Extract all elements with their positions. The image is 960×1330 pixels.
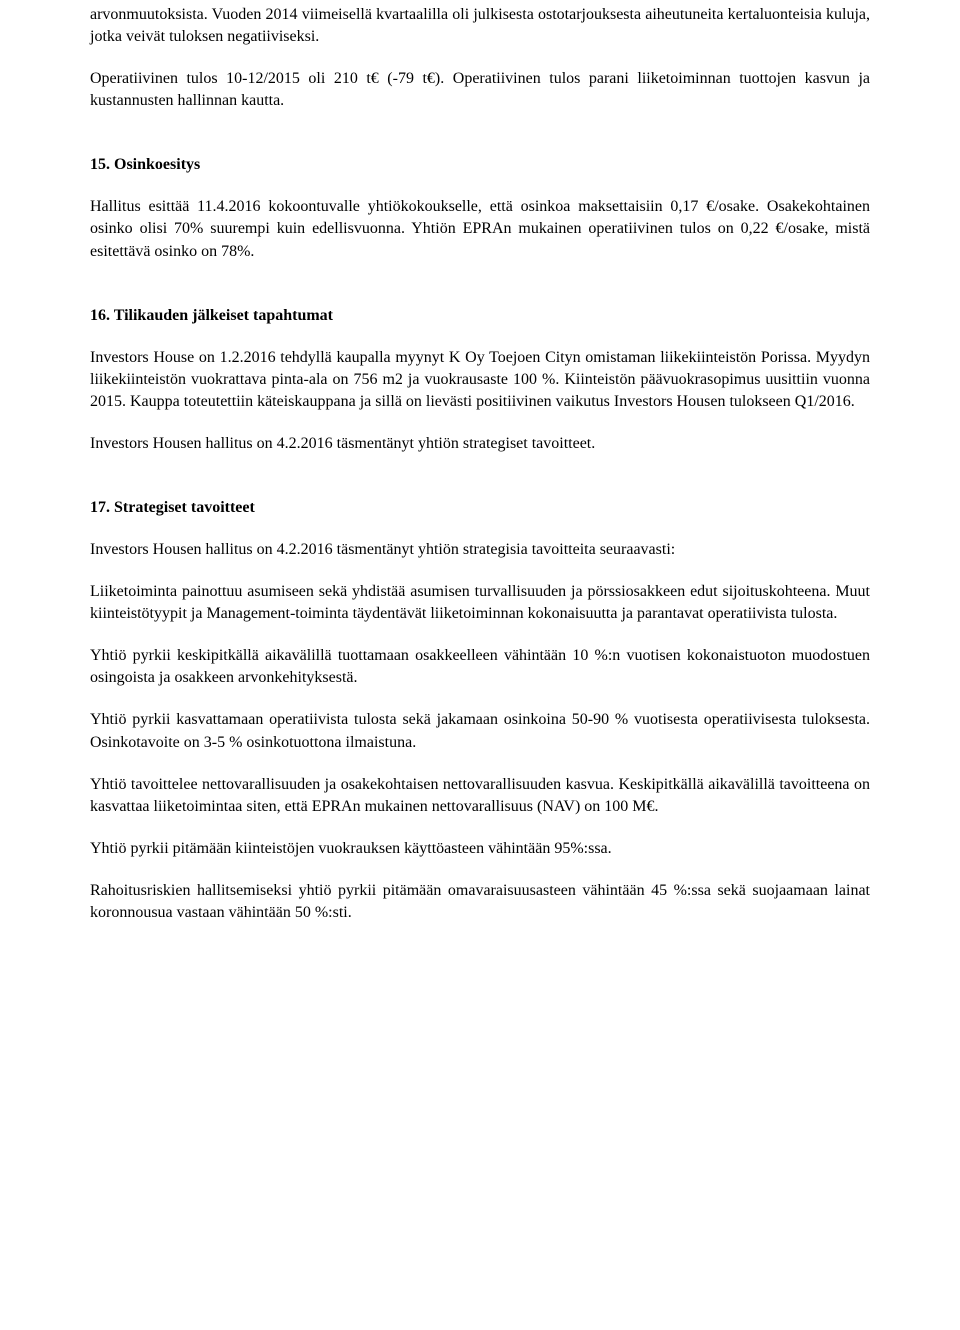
section-17-paragraph-3: Yhtiö pyrkii keskipitkällä aikavälillä t… — [90, 645, 870, 689]
section-17-paragraph-2: Liiketoiminta painottuu asumiseen sekä y… — [90, 581, 870, 625]
section-15-heading: 15. Osinkoesitys — [90, 154, 870, 176]
section-17-paragraph-1: Investors Housen hallitus on 4.2.2016 tä… — [90, 539, 870, 561]
intro-paragraph-1: arvonmuutoksista. Vuoden 2014 viimeisell… — [90, 4, 870, 48]
section-17-paragraph-7: Rahoitusriskien hallitsemiseksi yhtiö py… — [90, 880, 870, 924]
section-15-paragraph-1: Hallitus esittää 11.4.2016 kokoontuvalle… — [90, 196, 870, 262]
section-17-paragraph-5: Yhtiö tavoittelee nettovarallisuuden ja … — [90, 774, 870, 818]
intro-paragraph-2: Operatiivinen tulos 10-12/2015 oli 210 t… — [90, 68, 870, 112]
section-16-heading: 16. Tilikauden jälkeiset tapahtumat — [90, 305, 870, 327]
section-17-heading: 17. Strategiset tavoitteet — [90, 497, 870, 519]
section-16-paragraph-2: Investors Housen hallitus on 4.2.2016 tä… — [90, 433, 870, 455]
section-17-paragraph-4: Yhtiö pyrkii kasvattamaan operatiivista … — [90, 709, 870, 753]
section-16-paragraph-1: Investors House on 1.2.2016 tehdyllä kau… — [90, 347, 870, 413]
section-17-paragraph-6: Yhtiö pyrkii pitämään kiinteistöjen vuok… — [90, 838, 870, 860]
